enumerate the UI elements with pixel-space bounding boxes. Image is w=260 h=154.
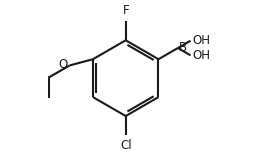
Text: OH: OH <box>192 49 210 62</box>
Text: OH: OH <box>192 34 210 47</box>
Text: Cl: Cl <box>120 139 132 152</box>
Text: O: O <box>59 58 68 71</box>
Text: F: F <box>122 4 129 17</box>
Text: B: B <box>179 41 187 54</box>
